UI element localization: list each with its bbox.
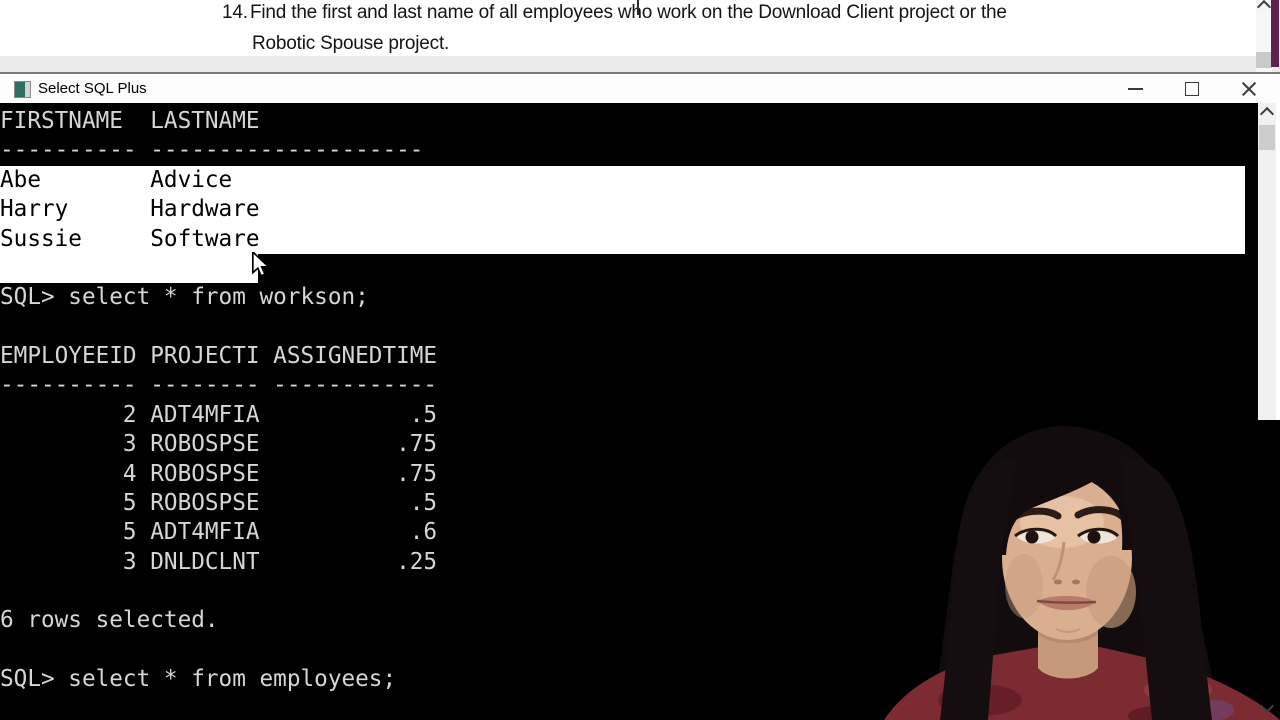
terminal-line: FIRSTNAME LASTNAME <box>0 108 260 134</box>
terminal-line: 2 ADT4MFIA .5 <box>0 401 438 428</box>
terminal-line: 6 rows selected. <box>0 607 219 634</box>
terminal-line: ---------- -------- ------------ <box>0 372 438 399</box>
terminal-line: Sussie Software <box>0 224 1258 254</box>
terminal-line: Harry Hardware <box>0 195 1258 225</box>
question-text-line1: Find the first and last name of all empl… <box>250 2 1007 23</box>
question-text-line2: Robotic Spouse project. <box>252 33 450 54</box>
terminal-line: SQL> select * from employees; <box>0 666 397 693</box>
window-top-border <box>0 72 1280 74</box>
question-number: 14. <box>222 2 248 23</box>
terminal-line: EMPLOYEEID PROJECTI ASSIGNEDTIME <box>0 343 438 369</box>
document-scrollbar-thumb[interactable] <box>1256 52 1272 68</box>
window-title: Select SQL Plus <box>38 80 147 97</box>
terminal-output[interactable]: FIRSTNAME LASTNAME ---------- -----------… <box>0 103 1258 720</box>
minimize-button[interactable] <box>1112 74 1158 103</box>
terminal-line: 3 DNLDCLNT .25 <box>0 548 438 575</box>
close-button[interactable] <box>1226 74 1272 103</box>
sqlplus-app-icon <box>14 81 31 98</box>
terminal-line: Abe Advice <box>0 165 1258 196</box>
terminal-scrollbar-edge <box>1276 103 1280 720</box>
terminal-line: 5 ADT4MFIA .6 <box>0 519 438 546</box>
purple-edge-strip <box>1271 0 1279 67</box>
terminal-line: 5 ROBOSPSE .5 <box>0 489 438 516</box>
terminal-scrollbar-thumb[interactable] <box>1259 125 1275 150</box>
document-area <box>0 0 1280 56</box>
mouse-cursor-icon <box>251 252 271 277</box>
terminal-line: 3 ROBOSPSE .75 <box>0 431 438 458</box>
close-icon <box>1241 81 1257 97</box>
minimize-icon <box>1127 87 1143 90</box>
terminal-line <box>0 253 1258 284</box>
nose <box>1051 541 1066 581</box>
presenter-webcam <box>860 420 1280 720</box>
titlebar[interactable] <box>0 74 1280 103</box>
terminal-line: ---------- -------------------- <box>0 137 424 164</box>
maximize-button[interactable] <box>1169 74 1215 103</box>
document-gray-band <box>0 56 1280 72</box>
terminal-line: SQL> select * from workson; <box>0 284 369 311</box>
text-caret <box>637 0 639 15</box>
terminal-line <box>0 313 1258 342</box>
maximize-icon <box>1185 81 1199 96</box>
terminal-line: 4 ROBOSPSE .75 <box>0 460 438 487</box>
